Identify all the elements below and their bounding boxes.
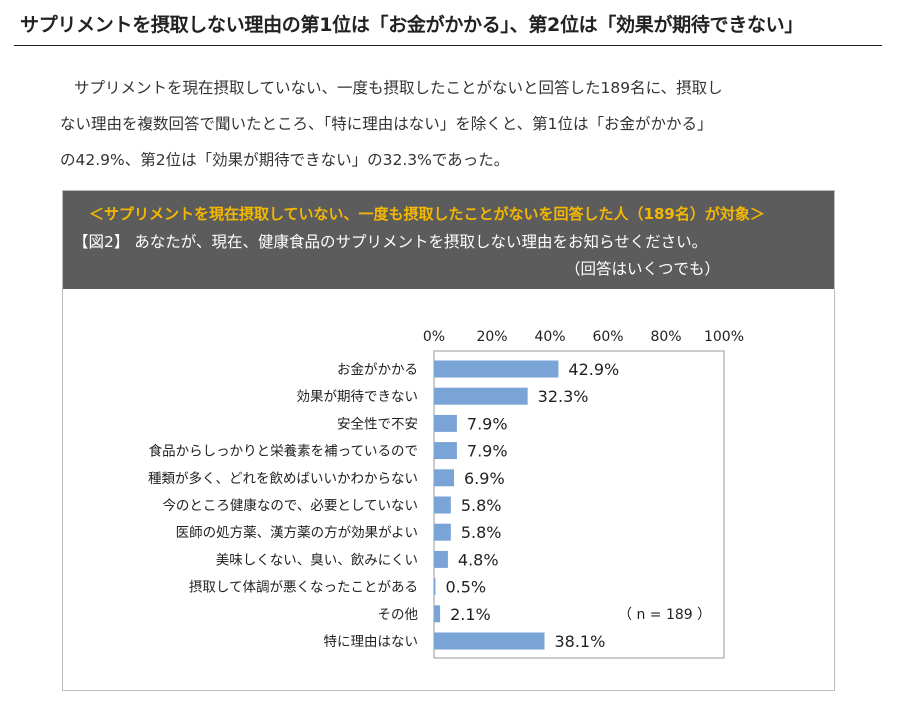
- x-tick-label: 40%: [534, 329, 565, 345]
- category-label: 美味しくない、臭い、飲みにくい: [216, 552, 418, 568]
- data-label: 4.8%: [458, 550, 499, 569]
- bar: [434, 387, 528, 405]
- lead-line-2: ない理由を複数回答で聞いたところ、「特に理由はない」を除くと、第1位は「お金がか…: [60, 115, 713, 133]
- category-label: 摂取して体調が悪くなったことがある: [189, 580, 418, 596]
- figure-header: ＜サプリメントを現在摂取していない、一度も摂取したことがないを回答した人（189…: [63, 191, 834, 289]
- x-tick-label: 80%: [650, 329, 681, 345]
- category-label: 効果が期待できない: [297, 389, 419, 405]
- category-label: 医師の処方薬、漢方薬の方が効果がよい: [176, 525, 418, 541]
- data-label: 0.5%: [445, 578, 486, 597]
- bar: [434, 469, 455, 487]
- figure-target-note: ＜サプリメントを現在摂取していない、一度も摂取したことがないを回答した人（189…: [89, 205, 765, 223]
- figure-answer-note: （回答はいくつでも）: [565, 260, 721, 278]
- data-label: 7.9%: [467, 414, 508, 433]
- category-label: 食品からしっかりと栄養素を補っているので: [149, 443, 418, 460]
- category-label: お金がかかる: [337, 362, 418, 378]
- sample-size-note: （ n = 189 ）: [618, 607, 711, 623]
- data-label: 5.8%: [461, 496, 502, 515]
- bar: [434, 496, 451, 514]
- data-label: 6.9%: [464, 469, 505, 488]
- bar: [434, 523, 451, 541]
- lead-line-1: サプリメントを現在摂取していない、一度も摂取したことがないと回答した189名に、…: [74, 79, 723, 97]
- x-tick-label: 100%: [704, 329, 744, 345]
- lead-line-3: の42.9%、第2位は「効果が期待できない」の32.3%であった。: [60, 151, 510, 169]
- data-label: 38.1%: [554, 632, 605, 651]
- page-headline: サプリメントを摂取しない理由の第1位は「お金がかかる」、第2位は「効果が期待でき…: [20, 14, 804, 36]
- bar: [434, 605, 441, 623]
- lead-paragraph: サプリメントを現在摂取していない、一度も摂取したことがないと回答した189名に、…: [60, 70, 880, 178]
- bar: [434, 550, 448, 568]
- headline-divider: [14, 45, 882, 46]
- category-label: 種類が多く、どれを飲めばいいかわからない: [148, 470, 418, 487]
- data-label: 42.9%: [568, 360, 619, 379]
- category-label: 安全性で不安: [337, 415, 418, 432]
- x-tick-label: 20%: [476, 329, 507, 345]
- bar: [434, 442, 457, 460]
- category-label: その他: [378, 607, 419, 623]
- x-tick-label: 60%: [592, 329, 623, 345]
- data-label: 5.8%: [461, 523, 502, 542]
- figure-panel: ＜サプリメントを現在摂取していない、一度も摂取したことがないを回答した人（189…: [62, 190, 835, 691]
- category-label: 特に理由はない: [324, 634, 419, 650]
- bar: [434, 578, 436, 596]
- figure-question: 【図2】 あなたが、現在、健康食品のサプリメントを摂取しない理由をお知らせくださ…: [73, 233, 708, 251]
- x-tick-label: 0%: [423, 329, 445, 345]
- data-label: 7.9%: [467, 442, 508, 461]
- bar: [434, 360, 559, 378]
- bar: [434, 632, 545, 650]
- bar: [434, 414, 457, 432]
- category-label: 今のところ健康なので、必要としていない: [162, 497, 418, 514]
- data-label: 2.1%: [450, 605, 491, 624]
- bar-chart: 0% 20% 40% 60% 80% 100% お金がかかる 42.9% 効果が期待できない 32…: [148, 329, 744, 659]
- data-label: 32.3%: [538, 387, 589, 406]
